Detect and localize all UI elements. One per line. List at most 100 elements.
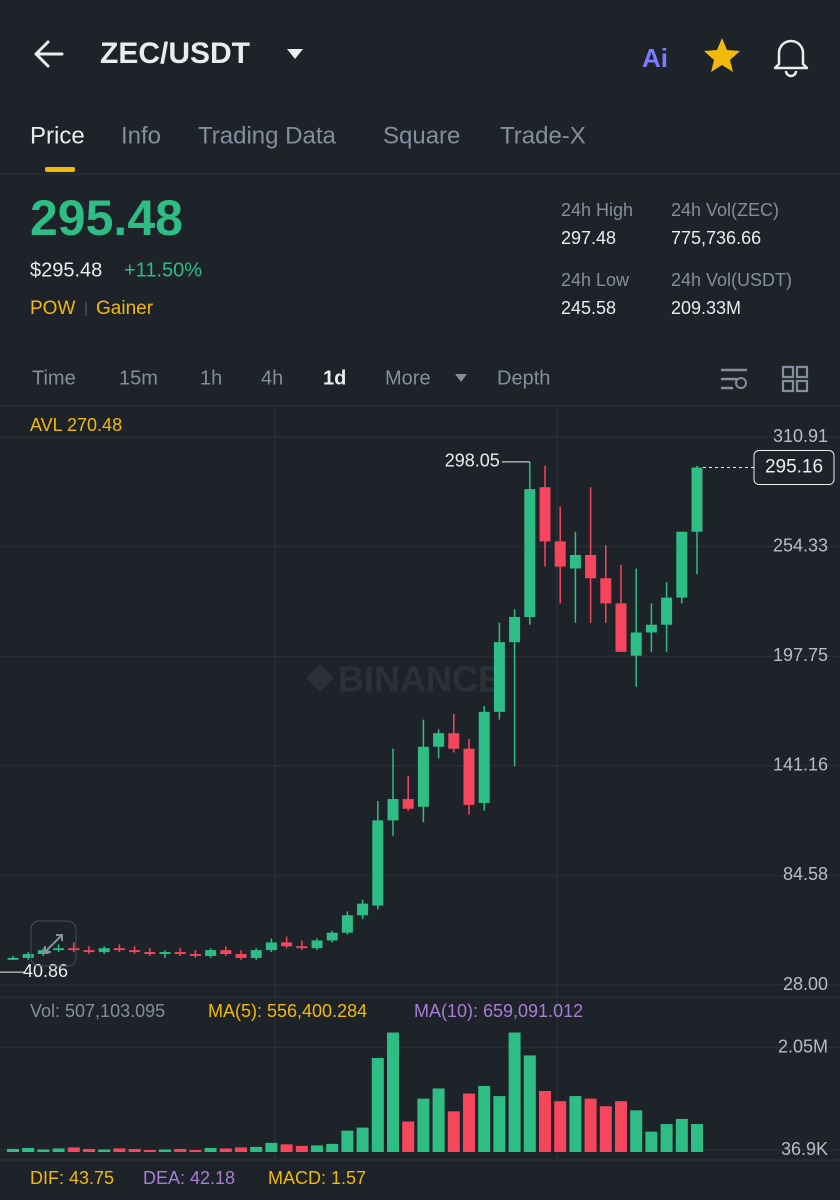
avl-label: AVL 270.48 (30, 415, 122, 435)
layout-toggle[interactable] (781, 365, 809, 393)
y-tick-label: 36.9K (781, 1139, 828, 1159)
candle-body (524, 489, 536, 617)
volume-bar (630, 1110, 643, 1152)
candle-body (159, 952, 171, 955)
candle-body (691, 467, 703, 532)
candle-body (387, 799, 399, 821)
interval-option[interactable]: Depth (497, 367, 550, 389)
interval-option[interactable]: 1h (200, 367, 222, 389)
volume-bar (615, 1101, 627, 1152)
tab[interactable]: Info (121, 122, 161, 149)
price-change: +11.50% (124, 259, 202, 281)
fullscreen-button[interactable] (30, 920, 77, 967)
pair-title[interactable]: ZEC/USDT (100, 37, 250, 70)
volume-bar (143, 1149, 156, 1152)
candle-body (554, 541, 566, 567)
volume-bar (341, 1130, 354, 1152)
candle-body (372, 820, 384, 906)
volume-bar (675, 1118, 688, 1152)
tab[interactable]: Price (30, 122, 85, 149)
candle-body (144, 952, 156, 955)
candle-body (311, 940, 323, 949)
candle-body (676, 531, 688, 598)
volume-bar (326, 1143, 339, 1152)
ai-button[interactable]: Ai (642, 43, 668, 73)
candle-body (493, 642, 505, 712)
volume-bar (463, 1093, 475, 1152)
volume-bar (493, 1096, 506, 1152)
volume-bar (204, 1147, 217, 1152)
back-button[interactable] (34, 40, 64, 68)
volume-bar (447, 1111, 460, 1152)
volume-bar (523, 1055, 536, 1152)
candle-body (220, 950, 232, 955)
candle-body (22, 954, 34, 958)
volume-header: MA(10): 659,091.012 (414, 1001, 583, 1021)
candle-body (630, 632, 642, 656)
volume-bar (599, 1106, 612, 1152)
interval-option[interactable]: 4h (261, 367, 283, 389)
candle-body (250, 950, 262, 958)
interval-option[interactable]: 1d (323, 367, 346, 389)
volume-bar (569, 1096, 582, 1152)
indicator-settings[interactable] (721, 368, 747, 390)
y-tick-label: 254.33 (773, 535, 828, 555)
candle-body (448, 733, 460, 749)
candle-body (569, 554, 581, 569)
candle-body (615, 603, 627, 652)
volume-header: Vol: 507,103.095 (30, 1001, 165, 1021)
high-label: 298.05 (445, 451, 500, 471)
volume-bar (174, 1148, 187, 1152)
candle-body (539, 487, 551, 542)
candle-body (235, 954, 247, 958)
pair-dropdown[interactable] (287, 49, 303, 59)
candle-body (463, 748, 475, 805)
volume-bar (508, 1032, 521, 1152)
candle-body (53, 948, 65, 951)
macd-label: MACD: 1.57 (268, 1168, 366, 1188)
y-tick-label: 28.00 (783, 974, 828, 994)
tab[interactable]: Trading Data (198, 122, 337, 149)
interval-option[interactable]: Time (32, 367, 76, 389)
stat-value: 775,736.66 (671, 228, 761, 248)
volume-bar (219, 1148, 232, 1152)
candle-body (402, 799, 414, 809)
tab[interactable]: Trade-X (500, 122, 586, 149)
last-price: 295.48 (30, 190, 183, 246)
volume-bar (189, 1149, 202, 1152)
stat-label: 24h Vol(ZEC) (671, 200, 779, 220)
candle-body (357, 903, 369, 916)
tag[interactable]: Gainer (96, 298, 154, 319)
candle-body (341, 915, 353, 933)
volume-bar (280, 1144, 293, 1152)
volume-bar (417, 1098, 430, 1152)
macd-label: DIF: 43.75 (30, 1168, 114, 1188)
watermark-logo (306, 664, 334, 692)
candle-body (661, 597, 673, 625)
volume-bar (539, 1091, 551, 1152)
y-tick-label: 2.05M (778, 1037, 828, 1057)
volume-bar (235, 1147, 247, 1152)
candle-body (129, 950, 141, 953)
stat-value: 297.48 (561, 228, 616, 248)
volume-bar (113, 1148, 126, 1152)
tab[interactable]: Square (383, 122, 460, 149)
candle-body (37, 950, 49, 955)
volume-bar (250, 1146, 263, 1152)
more-dropdown[interactable] (455, 374, 467, 382)
interval-option[interactable]: 15m (119, 367, 158, 389)
watermark: BINANCE (338, 659, 502, 700)
candle-body (433, 733, 445, 747)
interval-option[interactable]: More (385, 367, 431, 389)
candle-body (265, 942, 277, 951)
volume-bar (371, 1057, 384, 1152)
y-tick-label: 141.16 (773, 755, 828, 775)
tag[interactable]: POW (30, 298, 75, 319)
candle-body (478, 711, 490, 803)
stat-label: 24h High (561, 200, 633, 220)
favorite-star[interactable] (704, 38, 740, 72)
volume-bar (295, 1145, 308, 1152)
notification-bell[interactable] (773, 39, 809, 78)
